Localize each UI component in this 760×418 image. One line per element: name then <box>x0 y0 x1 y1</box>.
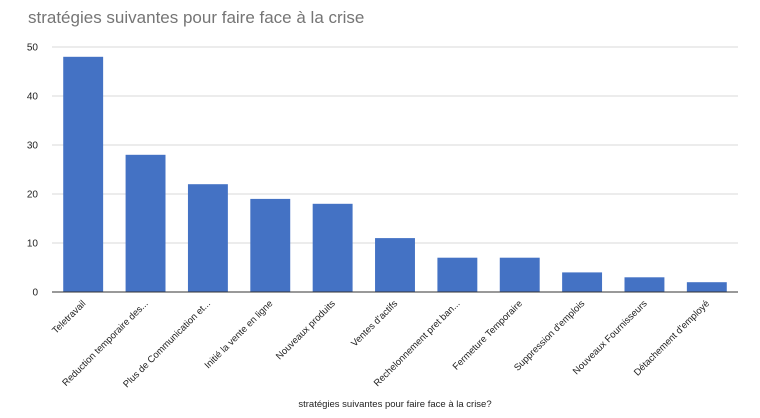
bar <box>375 238 415 292</box>
x-category-label: Teletravail <box>50 298 88 336</box>
x-category-label: Nouveaux produits <box>274 298 338 362</box>
x-axis-label: stratégies suivantes pour faire face à l… <box>298 399 491 410</box>
bar <box>187 184 228 292</box>
y-tick-label: 40 <box>27 92 39 103</box>
bar <box>437 257 478 292</box>
x-category-label: Suppression d'emplois <box>512 298 587 373</box>
bar <box>63 56 104 292</box>
bar <box>250 198 291 292</box>
y-tick-label: 10 <box>27 239 39 250</box>
y-axis-ticks: 0 10 20 30 40 50 <box>27 43 39 299</box>
bars <box>63 56 727 292</box>
bar <box>562 272 603 292</box>
x-category-label: Fermeture Temporaire <box>451 298 525 372</box>
bar <box>125 154 166 292</box>
y-tick-label: 0 <box>32 288 38 299</box>
x-category-label: Initié la vente en ligne <box>203 298 276 371</box>
bar <box>312 203 353 292</box>
bar <box>624 277 665 292</box>
y-tick-label: 30 <box>27 141 39 152</box>
bar <box>499 257 540 292</box>
x-category-label: Ventes d'actifs <box>349 298 400 349</box>
y-tick-label: 50 <box>27 43 39 54</box>
bar <box>686 282 727 292</box>
chart-title: stratégies suivantes pour faire face à l… <box>28 8 365 27</box>
y-tick-label: 20 <box>27 190 39 201</box>
